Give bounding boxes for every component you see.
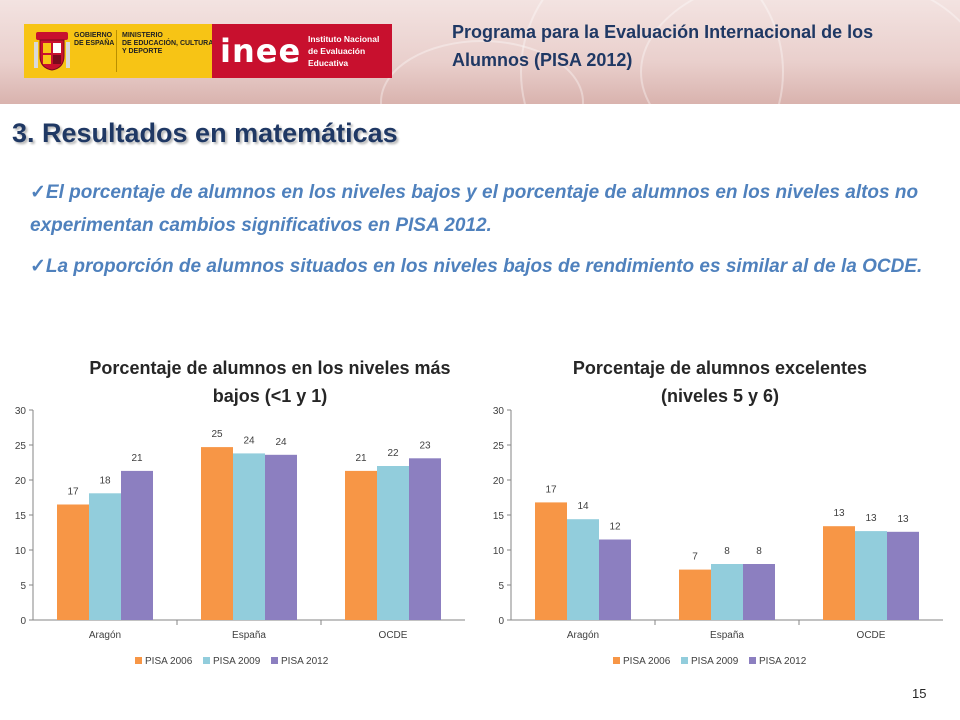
inee-text: Instituto Nacional de Evaluación Educati…	[308, 34, 380, 68]
bar-pisa-2006	[345, 470, 377, 620]
x-tick-label: España	[710, 630, 744, 641]
legend-label: PISA 2006	[145, 656, 193, 667]
bar-pisa-2012	[265, 454, 297, 620]
bar-pisa-2006	[535, 502, 567, 620]
data-label: 22	[387, 448, 399, 459]
data-label: 8	[756, 546, 762, 557]
bar-pisa-2009	[89, 493, 121, 620]
bar-pisa-2012	[599, 539, 631, 620]
legend-label: PISA 2009	[213, 656, 261, 667]
bar-pisa-2006	[201, 447, 233, 620]
data-label: 14	[577, 501, 589, 512]
bar-pisa-2012	[743, 564, 775, 620]
y-tick-label: 10	[493, 546, 505, 557]
y-tick-label: 0	[20, 616, 26, 627]
data-label: 21	[355, 453, 367, 464]
chart-title-low: Porcentaje de alumnos en los niveles más…	[89, 358, 451, 406]
x-tick-label: OCDE	[379, 630, 408, 641]
legend-swatch	[681, 657, 688, 664]
x-tick-label: España	[232, 630, 266, 641]
bar-pisa-2006	[57, 504, 89, 620]
x-tick-label: OCDE	[857, 630, 886, 641]
ministerio-text: MINISTERIO DE EDUCACIÓN, CULTURA Y DEPOR…	[122, 32, 214, 55]
data-label: 17	[67, 487, 79, 498]
y-tick-label: 0	[498, 616, 504, 627]
legend-label: PISA 2012	[281, 656, 329, 667]
y-tick-label: 20	[493, 476, 505, 487]
legend-label: PISA 2009	[691, 656, 739, 667]
program-title: Programa para la Evaluación Internaciona…	[452, 22, 874, 70]
bullet-item: ✓El porcentaje de alumnos en los niveles…	[30, 176, 930, 242]
chart-title-excellent: Porcentaje de alumnos excelentes (nivele…	[572, 358, 868, 406]
page-number: 15	[912, 686, 927, 701]
x-tick-label: Aragón	[89, 630, 121, 641]
data-label: 18	[99, 475, 111, 486]
bar-pisa-2009	[711, 564, 743, 620]
legend-swatch	[203, 657, 210, 664]
inee-logo: inee Instituto Nacional de Evaluación Ed…	[212, 24, 392, 78]
data-label: 8	[724, 546, 730, 557]
legend-swatch	[613, 657, 620, 664]
bullet-text: La proporción de alumnos situados en los…	[45, 256, 923, 277]
logo-divider	[116, 30, 117, 72]
data-label: 24	[243, 435, 255, 446]
y-tick-label: 30	[15, 406, 27, 417]
gobierno-text: GOBIERNO DE ESPAÑA	[74, 32, 115, 47]
y-tick-label: 15	[493, 511, 505, 522]
legend-swatch	[749, 657, 756, 664]
slide-title: 3. Resultados en matemáticas	[12, 118, 398, 148]
bar-pisa-2009	[377, 466, 409, 620]
data-label: 13	[865, 513, 877, 524]
excellent-levels-bar-chart: 0 5 10 15 20 25 30 17 14 12 Aragón 7 8 8 España 13 13 13 O…	[493, 406, 943, 667]
bar-pisa-2009	[855, 531, 887, 620]
bar-pisa-2006	[679, 569, 711, 620]
legend-label: PISA 2012	[759, 656, 807, 667]
data-label: 7	[692, 552, 698, 563]
y-tick-label: 15	[15, 511, 27, 522]
low-levels-bar-chart: 0 5 10 15 20 25 30 17 18 21 Aragón 25 24 24 España 21 22…	[15, 406, 465, 667]
slide-header: GOBIERNO DE ESPAÑA MINISTERIO DE EDUCACI…	[0, 0, 960, 104]
legend-label: PISA 2006	[623, 656, 671, 667]
y-tick-label: 10	[15, 546, 27, 557]
legend-swatch	[271, 657, 278, 664]
y-tick-label: 5	[498, 581, 504, 592]
bullet-item: ✓La proporción de alumnos situados en lo…	[30, 250, 930, 283]
data-label: 23	[419, 440, 431, 451]
data-label: 13	[833, 508, 845, 519]
data-label: 25	[211, 429, 223, 440]
checkmark-icon: ✓	[30, 182, 46, 203]
y-tick-label: 25	[15, 441, 27, 452]
y-tick-label: 30	[493, 406, 505, 417]
bar-pisa-2012	[409, 458, 441, 620]
legend-swatch	[135, 657, 142, 664]
y-tick-label: 5	[20, 581, 26, 592]
bar-pisa-2009	[567, 519, 599, 620]
bar-pisa-2012	[887, 531, 919, 620]
gobierno-logo: GOBIERNO DE ESPAÑA MINISTERIO DE EDUCACI…	[24, 24, 214, 78]
bar-pisa-2009	[233, 453, 265, 620]
data-label: 13	[897, 514, 909, 525]
checkmark-icon: ✓	[30, 256, 46, 277]
bar-pisa-2012	[121, 470, 153, 620]
bar-pisa-2006	[823, 526, 855, 620]
data-label: 21	[131, 453, 143, 464]
y-tick-label: 25	[493, 441, 505, 452]
bullet-text: El porcentaje de alumnos en los niveles …	[30, 182, 919, 236]
coat-of-arms-icon	[34, 32, 70, 71]
logo-banner: GOBIERNO DE ESPAÑA MINISTERIO DE EDUCACI…	[24, 24, 392, 78]
data-label: 24	[275, 437, 287, 448]
data-label: 12	[609, 522, 621, 533]
inee-mark: inee	[220, 32, 302, 70]
bullet-list: ✓El porcentaje de alumnos en los niveles…	[30, 176, 930, 291]
x-tick-label: Aragón	[567, 630, 599, 641]
y-tick-label: 20	[15, 476, 27, 487]
data-label: 17	[545, 484, 557, 495]
